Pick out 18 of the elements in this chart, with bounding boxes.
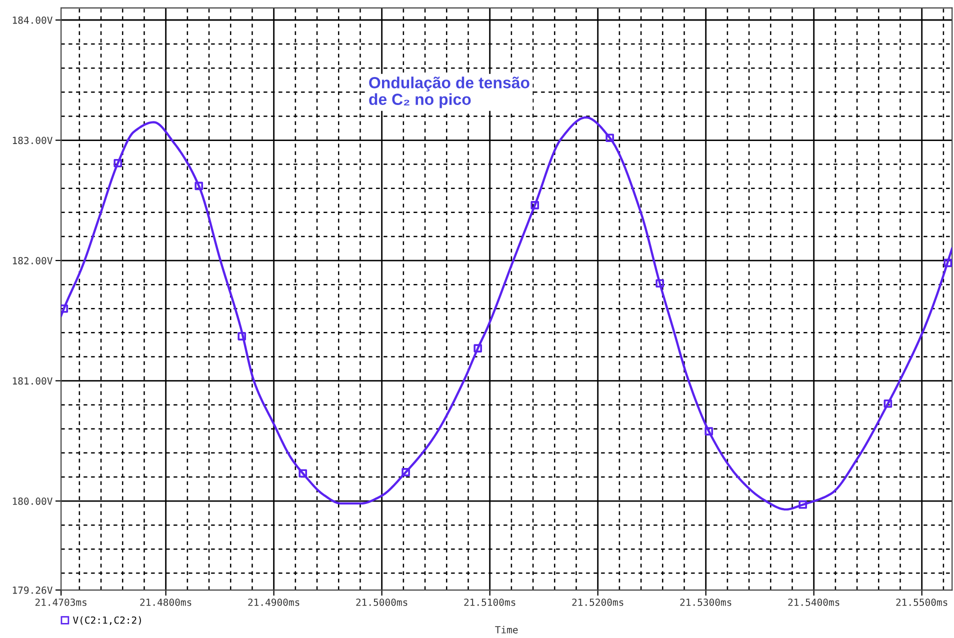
y-tick-label: 184.00V (12, 16, 52, 24)
y-tick-label: 181.00V (12, 377, 52, 385)
x-tick-label: 21.4800ms (140, 598, 192, 606)
x-tick-label: 21.5000ms (356, 598, 408, 606)
y-tick-label: 180.00V (12, 498, 52, 505)
x-tick-label: 21.5100ms (464, 598, 516, 606)
x-axis-title: Time (495, 626, 518, 634)
legend-label: V(C2:1,C2:2) (72, 616, 141, 626)
x-tick-label: 21.4703ms (35, 598, 86, 606)
y-tick-label: 179.26V (12, 586, 52, 594)
x-tick-label: 21.5200ms (572, 598, 624, 606)
y-tick-label: 183.00V (12, 136, 52, 144)
y-tick-label: 182.00V (12, 257, 52, 264)
x-tick-label: 21.5400ms (788, 598, 840, 606)
x-tick-label: 21.4900ms (248, 598, 300, 606)
x-tick-label: 21.5300ms (680, 598, 732, 606)
annotation: Ondulação de tensão de C₂ no pico (369, 76, 530, 108)
x-tick-label: 21.5500ms (896, 598, 948, 606)
